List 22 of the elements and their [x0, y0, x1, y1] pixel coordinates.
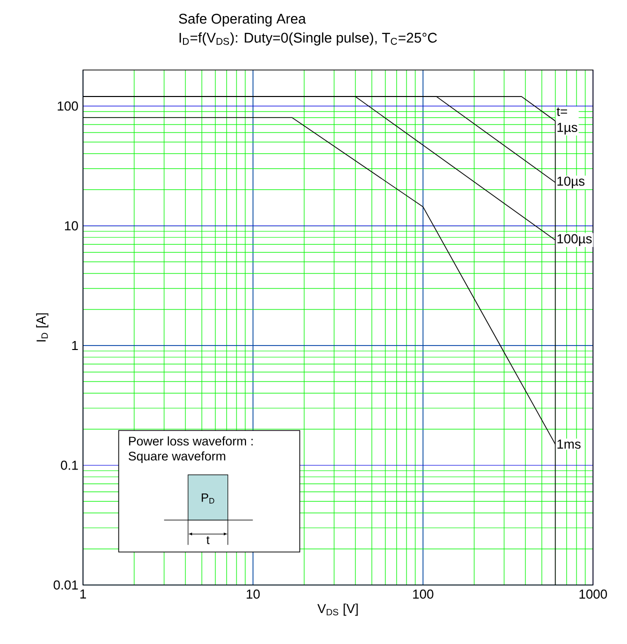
- y-tick-label: 0.1: [60, 460, 78, 470]
- y-tick-label: 0.01: [54, 580, 78, 590]
- chart-title: Safe Operating Area: [178, 13, 306, 26]
- y-tick-label: 10: [64, 221, 78, 230]
- annotation: t=: [556, 107, 568, 116]
- series-label: 10µs: [557, 176, 584, 188]
- series-label: 1µs: [557, 122, 578, 135]
- annotation: Power loss waveform :: [129, 436, 253, 446]
- chart-subtitle: I$_{D}$=f(V$_{DS}$): Duty=0(Single pulse), T$_{C}$=25°C: [180, 32, 437, 46]
- annotation: P$_{D}$: [202, 493, 214, 504]
- y-axis-title: I$_{D}$ [A]: [36, 313, 48, 342]
- x-tick-label: 1: [80, 590, 86, 598]
- x-axis-title: V$_{DS}$ [V]: [317, 604, 358, 616]
- annotation: t: [206, 536, 210, 544]
- x-tick-label: 10: [246, 590, 260, 599]
- y-tick-label: 1: [72, 341, 78, 350]
- y-tick-label: 100: [58, 101, 78, 111]
- series-label: 1ms: [557, 440, 581, 449]
- annotation: Square waveform: [128, 451, 226, 464]
- series-label: 100µs: [557, 234, 592, 246]
- x-tick-label: 1000: [580, 590, 607, 599]
- x-tick-label: 100: [413, 590, 434, 599]
